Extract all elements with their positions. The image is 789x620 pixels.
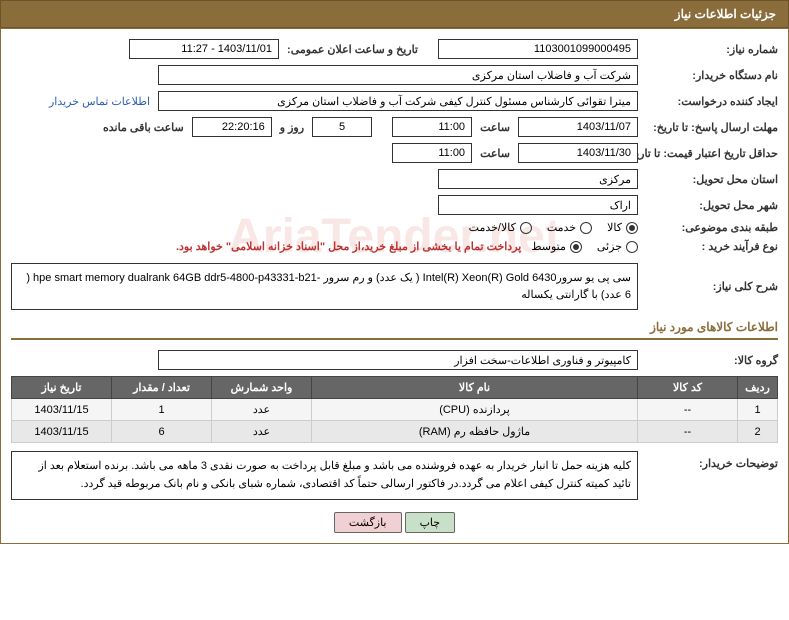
reply-hour-field: 11:00 [392, 117, 472, 137]
back-button[interactable]: بازگشت [334, 512, 402, 533]
radio-goods[interactable] [626, 222, 638, 234]
need-no-label: شماره نیاز: [638, 43, 778, 56]
city-label: شهر محل تحویل: [638, 199, 778, 212]
print-button[interactable]: چاپ [405, 512, 456, 533]
cell-unit: عدد [212, 421, 312, 443]
cell-n: 1 [738, 399, 778, 421]
radio-service[interactable] [580, 222, 592, 234]
province-field: مرکزی [438, 169, 638, 189]
contact-link[interactable]: اطلاعات تماس خریدار [49, 95, 150, 108]
th-name: نام کالا [312, 377, 638, 399]
cell-code: -- [638, 421, 738, 443]
province-label: استان محل تحویل: [638, 173, 778, 186]
radio-both[interactable] [520, 222, 532, 234]
hour-label-2: ساعت [472, 147, 518, 160]
group-label: گروه کالا: [638, 354, 778, 367]
radio-partial[interactable] [626, 241, 638, 253]
requester-field: میترا تقوائی کارشناس مسئول کنترل کیفی شر… [158, 91, 638, 111]
validity-date-field: 1403/11/30 [518, 143, 638, 163]
table-row: 2 -- ماژول حافظه رم (RAM) عدد 6 1403/11/… [12, 421, 778, 443]
radio-service-label: خدمت [547, 221, 576, 234]
radio-medium[interactable] [570, 241, 582, 253]
th-row: ردیف [738, 377, 778, 399]
th-code: کد کالا [638, 377, 738, 399]
cell-n: 2 [738, 421, 778, 443]
table-row: 1 -- پردازنده (CPU) عدد 1 1403/11/15 [12, 399, 778, 421]
cell-name: پردازنده (CPU) [312, 399, 638, 421]
th-unit: واحد شمارش [212, 377, 312, 399]
radio-medium-label: متوسط [531, 240, 566, 253]
days-field: 5 [312, 117, 372, 137]
summary-box: سی پی یو سرورIntel(R) Xeon(R) Gold 6430 … [11, 263, 638, 310]
validity-hour-field: 11:00 [392, 143, 472, 163]
need-no-field: 1103001099000495 [438, 39, 638, 59]
cell-unit: عدد [212, 399, 312, 421]
announce-field: 1403/11/01 - 11:27 [129, 39, 279, 59]
watermark: AriaTender.net [228, 209, 561, 264]
page-header: جزئیات اطلاعات نیاز [0, 0, 789, 28]
summary-label: شرح کلی نیاز: [638, 280, 778, 293]
days-label: روز و [272, 121, 312, 134]
buyer-org-label: نام دستگاه خریدار: [638, 69, 778, 82]
cell-qty: 1 [112, 399, 212, 421]
footer-buttons: چاپ بازگشت [11, 512, 778, 533]
group-field: کامپیوتر و فناوری اطلاعات-سخت افزار [158, 350, 638, 370]
th-date: تاریخ نیاز [12, 377, 112, 399]
cell-name: ماژول حافظه رم (RAM) [312, 421, 638, 443]
radio-goods-label: کالا [607, 221, 622, 234]
page-title: جزئیات اطلاعات نیاز [675, 7, 776, 21]
buyer-org-field: شرکت آب و فاضلاب استان مرکزی [158, 65, 638, 85]
cell-qty: 6 [112, 421, 212, 443]
city-field: اراک [438, 195, 638, 215]
hour-label-1: ساعت [472, 121, 518, 134]
process-label: نوع فرآیند خرید : [638, 240, 778, 253]
th-qty: تعداد / مقدار [112, 377, 212, 399]
validity-label: حداقل تاریخ اعتبار قیمت: تا تاریخ: [638, 147, 778, 160]
radio-partial-label: جزئی [597, 240, 622, 253]
process-radios: جزئی متوسط [531, 240, 638, 253]
remaining-label: ساعت باقی مانده [95, 121, 192, 134]
cell-code: -- [638, 399, 738, 421]
category-radios: کالا خدمت کالا/خدمت [469, 221, 638, 234]
requester-label: ایجاد کننده درخواست: [638, 95, 778, 108]
content-panel: AriaTender.net شماره نیاز: 1103001099000… [0, 28, 789, 544]
buyer-notes-box: کلیه هزینه حمل تا انبار خریدار به عهده ف… [11, 451, 638, 500]
category-label: طبقه بندی موضوعی: [638, 221, 778, 234]
cell-date: 1403/11/15 [12, 421, 112, 443]
reply-date-field: 1403/11/07 [518, 117, 638, 137]
announce-label: تاریخ و ساعت اعلان عمومی: [279, 43, 418, 56]
items-table: ردیف کد کالا نام کالا واحد شمارش تعداد /… [11, 376, 778, 443]
buyer-notes-label: توضیحات خریدار: [638, 451, 778, 500]
countdown-field: 22:20:16 [192, 117, 272, 137]
radio-both-label: کالا/خدمت [469, 221, 516, 234]
goods-section-title: اطلاعات کالاهای مورد نیاز [11, 320, 778, 340]
cell-date: 1403/11/15 [12, 399, 112, 421]
process-note: پرداخت تمام یا بخشی از مبلغ خرید،از محل … [176, 240, 521, 253]
reply-deadline-label: مهلت ارسال پاسخ: تا تاریخ: [638, 121, 778, 134]
